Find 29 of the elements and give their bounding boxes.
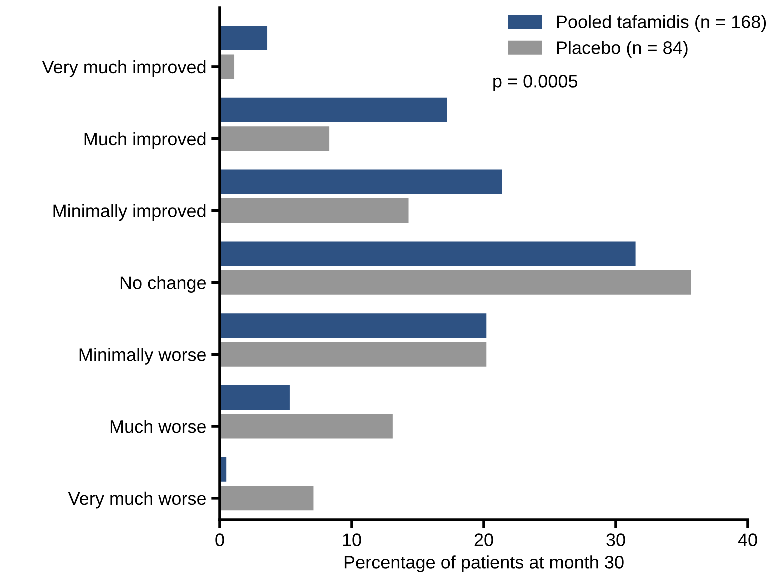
x-tick-label: 30 [606,534,626,546]
bar [220,414,393,439]
x-tick-label: 20 [474,534,494,546]
y-tick-label: Very much worse [68,492,206,509]
bar [220,486,314,511]
bar [220,386,290,410]
bar [220,242,636,266]
y-tick-label: Much improved [84,132,206,150]
y-tick-label: No change [120,276,206,293]
bar [220,126,330,152]
y-tick-label: Minimally worse [80,348,206,365]
bar [220,26,268,50]
y-tick-label: Much worse [110,420,206,434]
x-tick-label: 10 [343,534,362,546]
y-tick-label: Very much improved [42,60,206,78]
bar [220,198,409,224]
x-tick-label: 40 [738,534,758,546]
legend-label: Placebo (n = 84) [557,41,688,58]
bar [220,314,487,338]
legend-label: Pooled tafamidis (n = 168) [557,15,766,32]
bar [220,170,502,194]
annotation: p = 0.0005 [494,75,578,92]
x-tick-label: 0 [216,534,224,546]
y-tick-label: Minimally improved [54,204,206,222]
bar [220,54,235,80]
bar [220,342,487,367]
x-axis-title: Percentage of patients at month 30 [344,556,624,572]
bar [220,270,692,295]
bar [220,98,448,122]
